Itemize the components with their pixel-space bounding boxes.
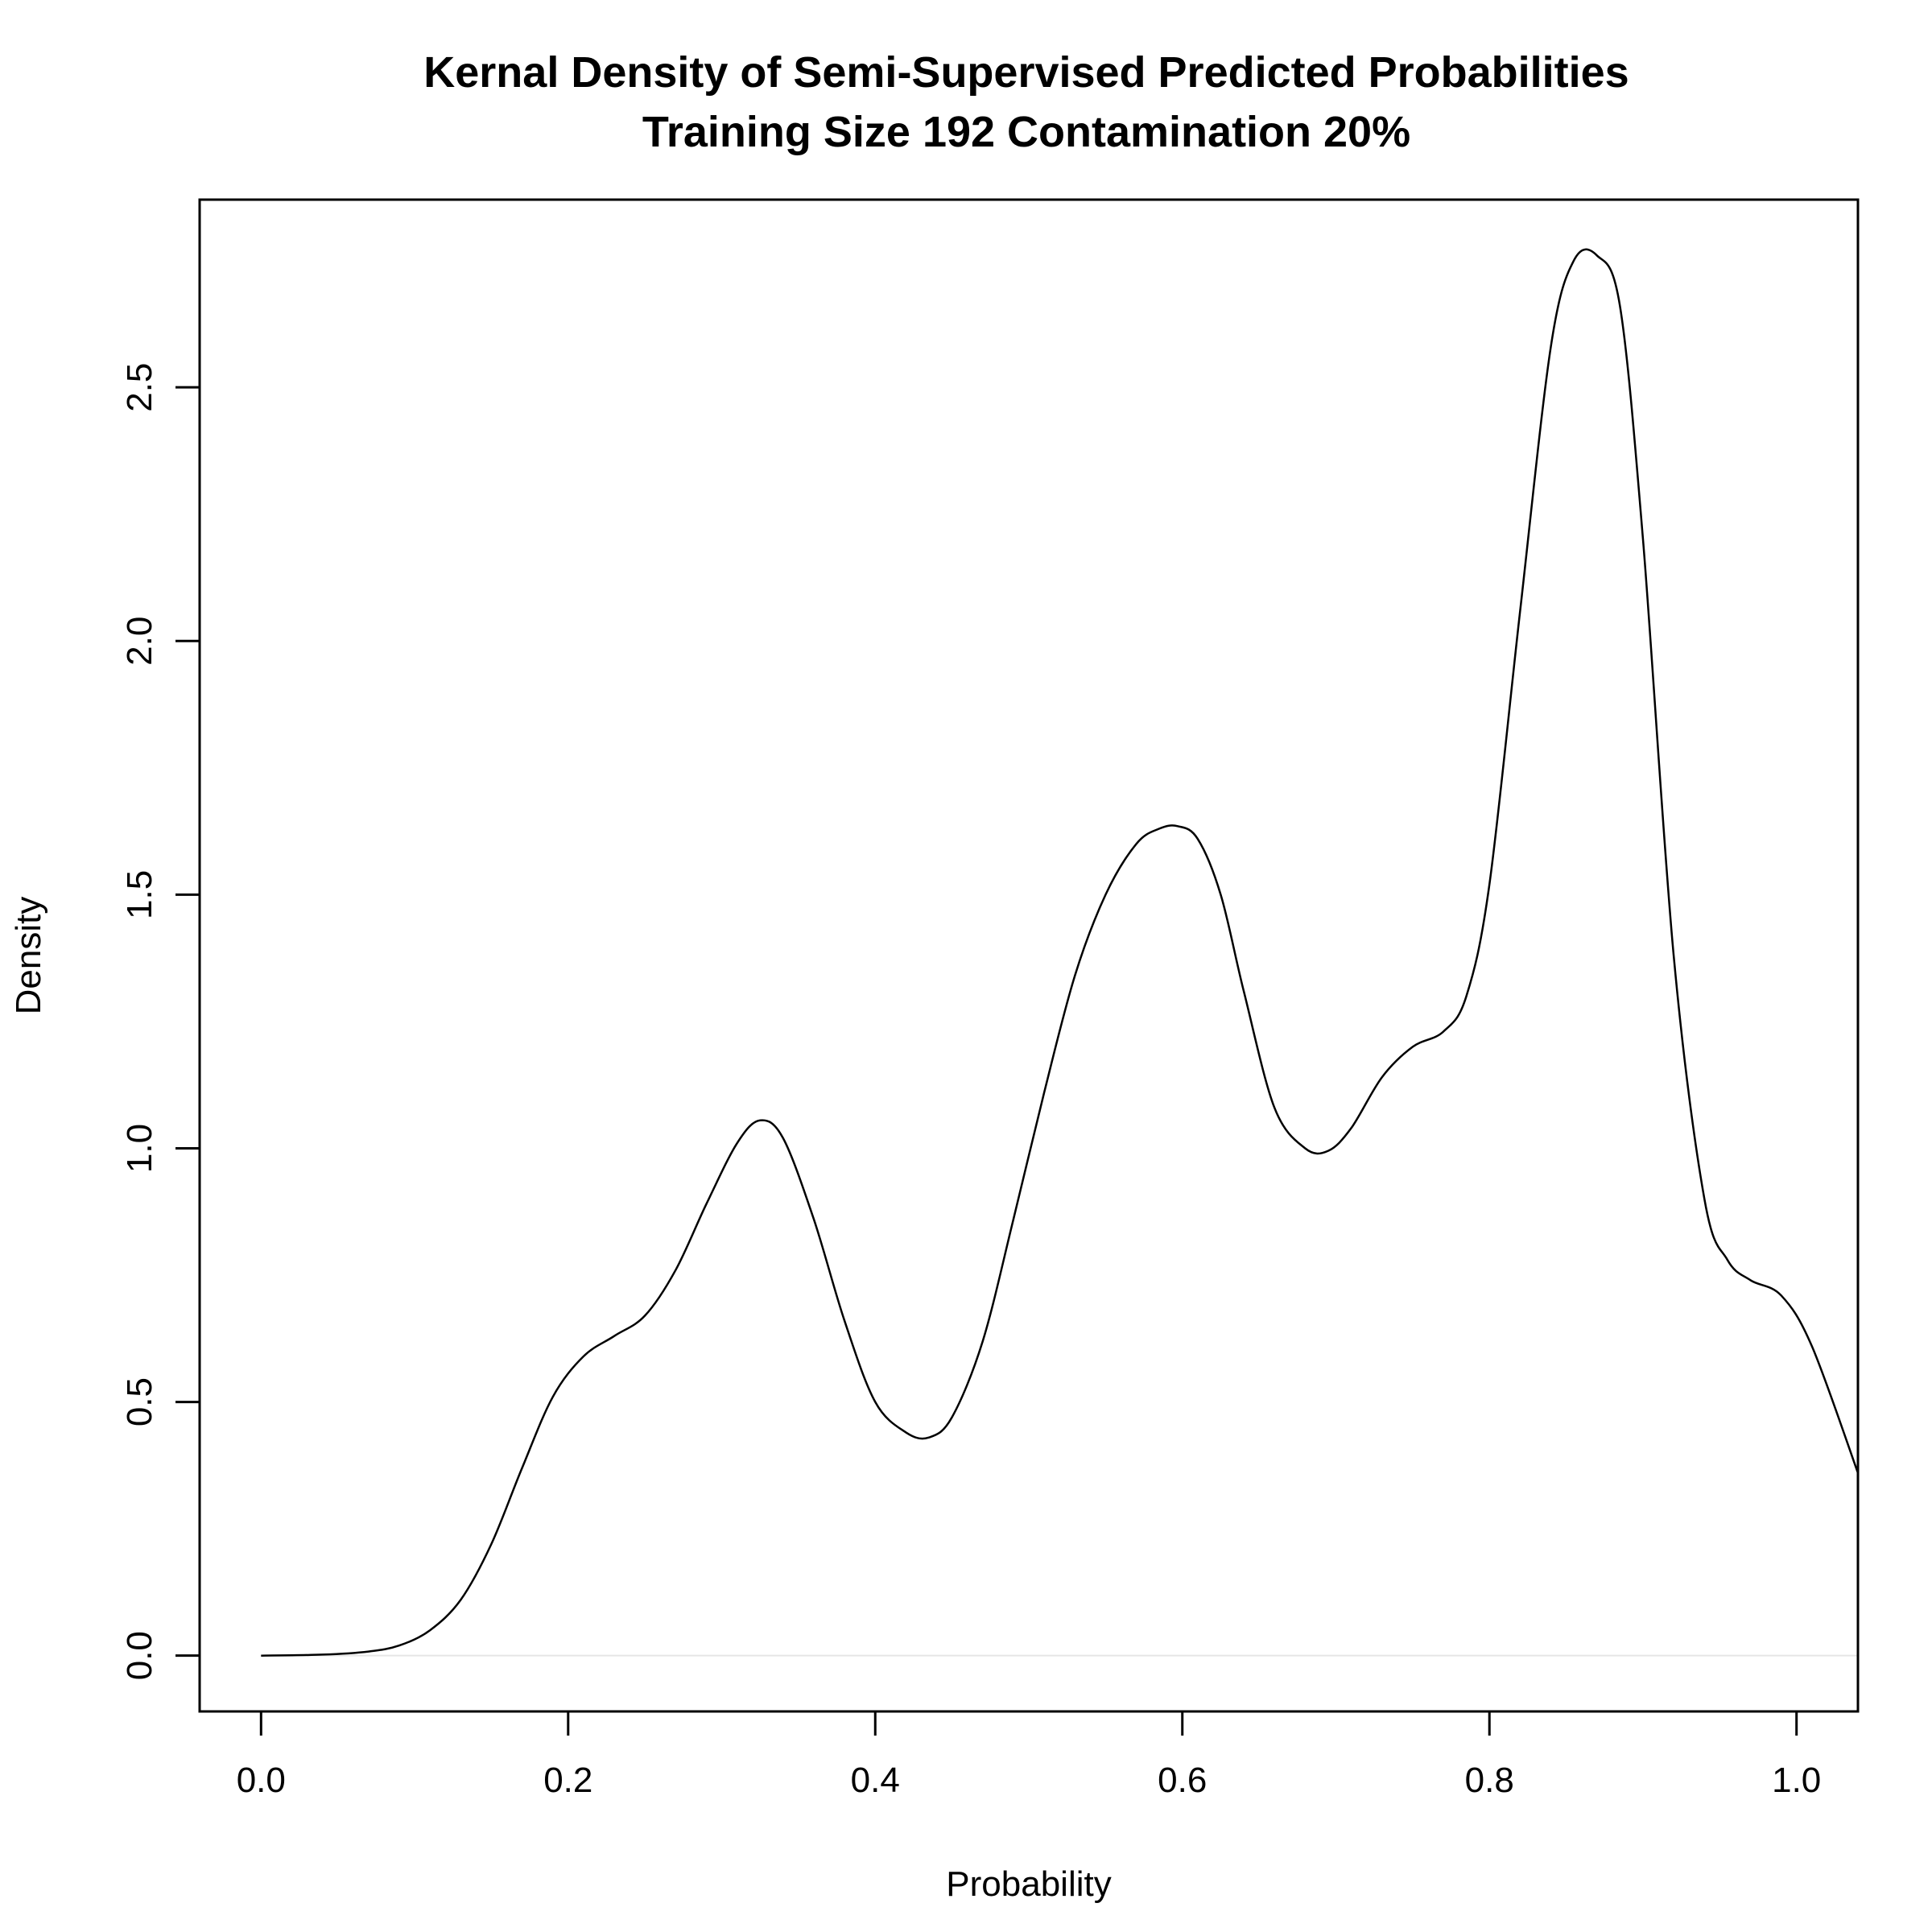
chart-subtitle: Training Size 192 Contamination 20% <box>642 108 1410 156</box>
x-tick-label: 0.8 <box>1465 1761 1514 1800</box>
x-tick-label: 0.6 <box>1158 1761 1207 1800</box>
x-tick-label: 1.0 <box>1772 1761 1821 1800</box>
x-tick-label: 0.4 <box>851 1761 900 1800</box>
y-tick-label: 0.0 <box>120 1631 159 1680</box>
y-tick-label: 0.5 <box>120 1377 159 1426</box>
x-axis: 0.0 0.2 0.4 0.6 0.8 1.0 <box>237 1710 1821 1800</box>
y-tick-label: 2.5 <box>120 363 159 412</box>
y-axis: 0.0 0.5 1.0 1.5 2.0 2.5 <box>120 363 201 1680</box>
chart-title: Kernal Density of Semi-Supervised Predic… <box>423 48 1629 97</box>
x-tick-label: 0.0 <box>237 1761 286 1800</box>
plot-frame <box>198 198 1860 1713</box>
x-axis-label: Probability <box>946 1864 1111 1904</box>
y-tick-label: 1.5 <box>120 870 159 919</box>
density-line <box>261 248 1858 1657</box>
y-tick-label: 1.0 <box>120 1124 159 1173</box>
y-tick-label: 2.0 <box>120 617 159 666</box>
y-axis-label: Density <box>9 897 48 1015</box>
x-tick-label: 0.2 <box>543 1761 592 1800</box>
